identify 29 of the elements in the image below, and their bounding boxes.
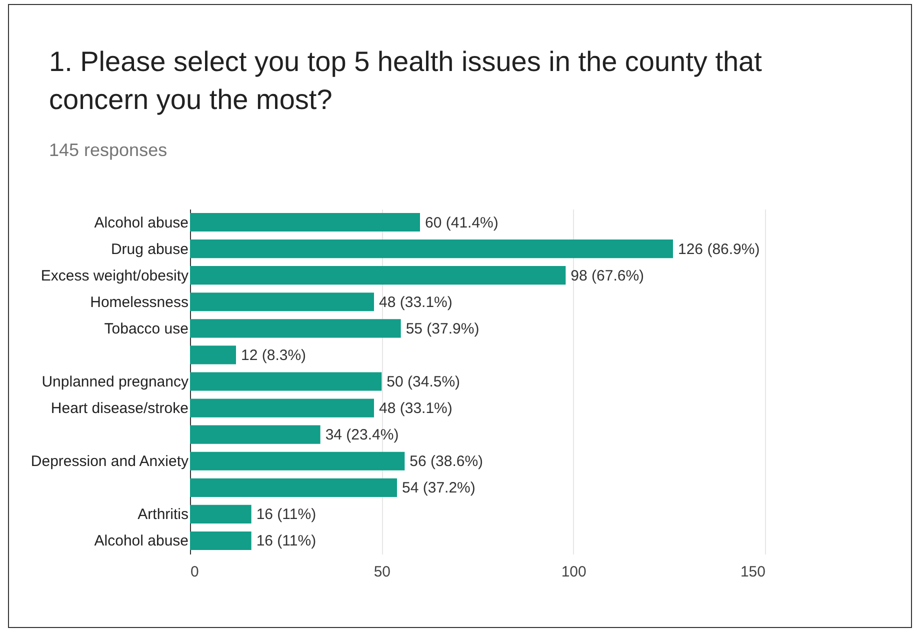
data-label: 34 (23.4%) <box>325 426 399 444</box>
x-tick-label: 100 <box>561 564 586 580</box>
data-label: 48 (33.1%) <box>379 294 452 311</box>
x-tick-label: 150 <box>740 564 766 580</box>
data-label: 48 (33.1%) <box>379 400 452 418</box>
data-label: 126 (86.9%) <box>678 240 760 258</box>
y-tick-label: Alcohol abuse <box>94 532 188 550</box>
y-tick-label: Drug abuse <box>110 240 188 258</box>
y-tick-label: Depression and Anxiety <box>30 453 189 470</box>
data-label: 54 (37.2%) <box>402 480 476 497</box>
data-label: 56 (38.6%) <box>410 453 484 470</box>
data-label: 16 (11%) <box>256 506 316 524</box>
data-label: 98 (67.6%) <box>570 267 644 284</box>
data-label: 60 (41.4%) <box>425 214 498 232</box>
x-tick-label: 50 <box>374 564 391 580</box>
y-tick-label: Alcohol abuse <box>94 214 188 232</box>
y-tick-label: Homelessness <box>90 294 188 311</box>
data-label: 50 (34.5%) <box>386 374 460 390</box>
y-tick-label: Arthritis <box>138 506 188 524</box>
chart-title: 1. Please select you top 5 health issues in the county that concern you the most? <box>49 45 763 117</box>
y-tick-label: Excess weight/obesity <box>40 267 189 284</box>
y-tick-label: Heart disease/stroke <box>50 400 188 418</box>
y-tick-label: Unplanned pregnancy <box>42 374 189 390</box>
data-label: 12 (8.3%) <box>241 346 306 364</box>
data-label: 55 (37.9%) <box>406 320 480 338</box>
y-tick-label: Tobacco use <box>104 320 188 338</box>
x-tick-label: 0 <box>190 564 199 580</box>
chart-subtitle: 145 responses <box>49 140 168 161</box>
data-label: 16 (11%) <box>256 532 316 550</box>
